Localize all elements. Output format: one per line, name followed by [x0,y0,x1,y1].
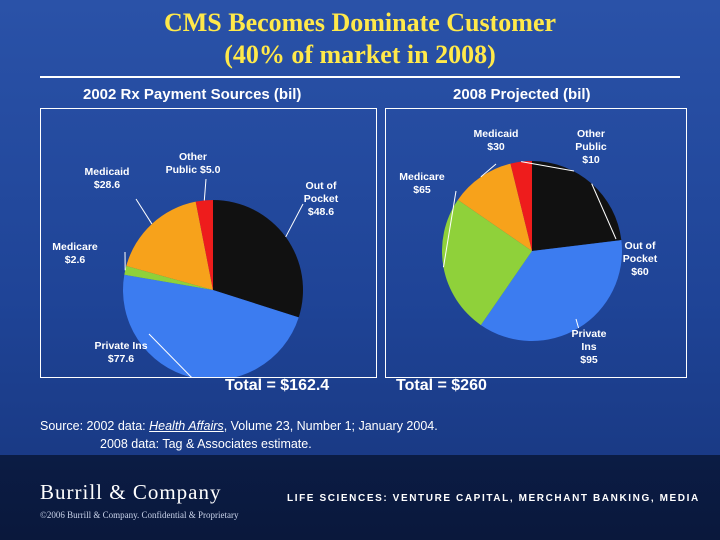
chart1-panel: Out of Pocket $48.6 Private Ins $77.6 Medicar… [40,108,377,381]
chart2-slice-4 [510,161,532,251]
footer-copyright: ©2006 Burrill & Company. Confidential & … [40,510,239,520]
chart2-label-0: Out of Pocket $60 [623,240,658,278]
chart1-svg: Out of Pocket $48.6 Private Ins $77.6 Medicar… [52,151,339,381]
chart2-leader-1 [575,318,580,329]
chart1-leader-3 [135,198,153,225]
chart2-leader-2 [442,190,457,268]
chart2-leader-3 [480,163,497,178]
chart2-leader-0 [591,183,617,240]
source-prefix: Source: 2002 data: [40,419,150,433]
chart2-slice-3 [457,163,532,251]
slide-title-line2: (40% of market in 2008) [224,40,496,69]
chart2-leader-4 [521,161,575,172]
chart2-slice-1 [480,240,622,341]
chart1-slice-1 [122,274,299,381]
chart1-leader-1 [148,333,192,378]
chart1-label-2: Medicare $2.6 [52,241,98,266]
chart1-leader-0 [285,203,304,238]
chart1-leader-4 [203,178,207,201]
chart2-svg: Out of Pocket $60 Private Ins $95 Medicare $65 M… [399,128,658,366]
title-divider [40,76,680,78]
chart1-heading: 2002 Rx Payment Sources (bil) [83,86,302,103]
source-rest: , Volume 23, Number 1; January 2004. [223,419,438,433]
slide-title-line1: CMS Becomes Dominate Customer [163,8,557,37]
source-journal: Health Affairs [149,419,224,433]
company-logo: Burrill & Company [40,480,222,504]
source-line1: Source: 2002 data: Health Affairs, Volum… [40,419,438,433]
chart2-slice-2 [442,199,532,326]
chart2-panel: Out of Pocket $60 Private Ins $95 Medicare $65 M… [385,108,687,378]
chart1-slice-3 [126,201,213,290]
source-line2: 2008 data: Tag & Associates estimate. [100,437,312,451]
chart1-label-1: Private Ins $77.6 [94,340,147,365]
chart1-label-3: Medicaid $28.6 [85,166,130,191]
chart2-label-3: Medicaid $30 [474,128,519,153]
chart2-slice-0 [532,161,622,251]
chart1-slice-4 [195,200,213,290]
chart2-total: Total = $260 [396,377,487,394]
chart2-label-2: Medicare $65 [399,171,445,196]
footer: Burrill & Company LIFE SCIENCES: VENTURE… [0,455,720,540]
chart1-slice-2 [124,265,213,290]
chart1-label-4: Other Public $5.0 [166,151,221,176]
chart2-label-1: Private Ins $95 [571,328,606,366]
footer-tagline: LIFE SCIENCES: VENTURE CAPITAL, MERCHANT… [287,493,700,504]
chart1-label-0: Out of Pocket $48.6 [304,180,339,218]
chart2-label-4: Other Public $10 [575,128,607,166]
chart1-slice-0 [213,200,303,318]
chart1-total: Total = $162.4 [225,377,330,394]
chart2-heading: 2008 Projected (bil) [453,86,591,103]
